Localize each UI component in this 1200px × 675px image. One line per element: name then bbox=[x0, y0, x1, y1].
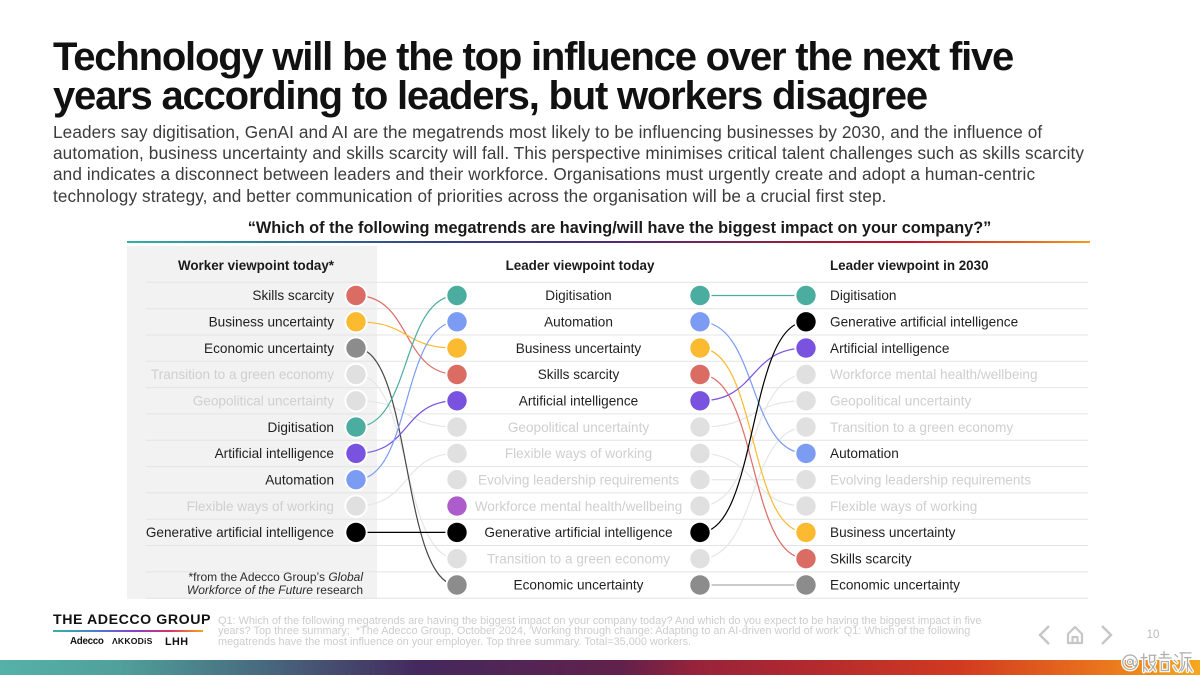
svg-text:Business uncertainty: Business uncertainty bbox=[209, 315, 335, 330]
svg-text:Skills scarcity: Skills scarcity bbox=[538, 367, 620, 382]
svg-text:Automation: Automation bbox=[265, 472, 334, 487]
svg-text:Economic uncertainty: Economic uncertainty bbox=[830, 578, 960, 593]
svg-text:*from the Adecco Group’s Globa: *from the Adecco Group’s Global bbox=[188, 570, 363, 584]
svg-text:Transition to a green economy: Transition to a green economy bbox=[487, 551, 670, 566]
svg-text:Leader viewpoint in 2030: Leader viewpoint in 2030 bbox=[830, 258, 989, 273]
svg-text:Artificial intelligence: Artificial intelligence bbox=[830, 341, 949, 356]
svg-text:Generative artificial intellig: Generative artificial intelligence bbox=[830, 315, 1018, 330]
svg-text:Economic uncertainty: Economic uncertainty bbox=[514, 578, 644, 593]
svg-text:Evolving leadership requiremen: Evolving leadership requirements bbox=[830, 472, 1031, 487]
svg-text:Geopolitical uncertainty: Geopolitical uncertainty bbox=[193, 394, 335, 409]
svg-text:Digitisation: Digitisation bbox=[268, 420, 335, 435]
svg-text:Business uncertainty: Business uncertainty bbox=[516, 341, 642, 356]
svg-text:Geopolitical uncertainty: Geopolitical uncertainty bbox=[830, 394, 972, 409]
svg-text:Skills scarcity: Skills scarcity bbox=[252, 288, 334, 303]
svg-text:Geopolitical uncertainty: Geopolitical uncertainty bbox=[508, 420, 650, 435]
svg-text:Evolving leadership requiremen: Evolving leadership requirements bbox=[478, 472, 679, 487]
svg-text:Flexible ways of working: Flexible ways of working bbox=[187, 499, 334, 514]
svg-text:Flexible ways of working: Flexible ways of working bbox=[505, 446, 652, 461]
svg-text:Flexible ways of working: Flexible ways of working bbox=[830, 499, 977, 514]
svg-text:Transition to a green economy: Transition to a green economy bbox=[151, 367, 334, 382]
svg-text:Automation: Automation bbox=[830, 446, 899, 461]
svg-text:Workforce mental health/wellbe: Workforce mental health/wellbeing bbox=[475, 499, 683, 514]
svg-text:Artificial intelligence: Artificial intelligence bbox=[215, 446, 334, 461]
svg-text:Generative artificial intellig: Generative artificial intelligence bbox=[146, 525, 334, 540]
svg-text:Digitisation: Digitisation bbox=[830, 288, 897, 303]
svg-text:Economic uncertainty: Economic uncertainty bbox=[204, 341, 334, 356]
svg-text:Worker viewpoint today*: Worker viewpoint today* bbox=[178, 258, 335, 273]
svg-text:Skills scarcity: Skills scarcity bbox=[830, 551, 912, 566]
svg-text:Workforce of the Future resear: Workforce of the Future research bbox=[187, 583, 363, 597]
svg-text:Generative artificial intellig: Generative artificial intelligence bbox=[484, 525, 672, 540]
svg-text:Automation: Automation bbox=[544, 315, 613, 330]
svg-text:Transition to a green economy: Transition to a green economy bbox=[830, 420, 1013, 435]
svg-text:Digitisation: Digitisation bbox=[545, 288, 612, 303]
svg-text:Business uncertainty: Business uncertainty bbox=[830, 525, 956, 540]
svg-text:Leader viewpoint today: Leader viewpoint today bbox=[506, 258, 655, 273]
svg-text:Workforce mental health/wellbe: Workforce mental health/wellbeing bbox=[830, 367, 1038, 382]
svg-text:Artificial intelligence: Artificial intelligence bbox=[519, 394, 638, 409]
